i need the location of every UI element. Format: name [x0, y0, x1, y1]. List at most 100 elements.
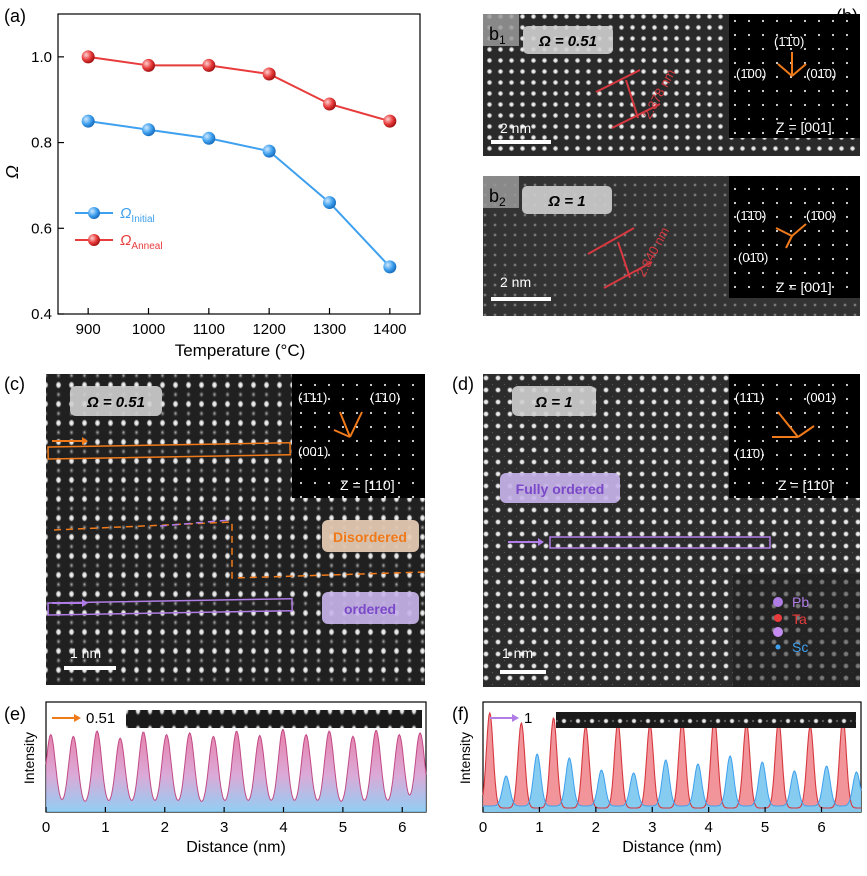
b1-fft-hkl-3: (01̄0)	[806, 66, 836, 81]
chart-f-xtick-label: 0	[479, 819, 487, 836]
chart-e-xtick-label: 5	[339, 819, 347, 836]
c-omega: Ω = 0.51	[86, 394, 145, 411]
b2-fft-hkl-1: (1̄1̄0)	[736, 208, 766, 223]
panel-d: Ω = 1 (11̄1) (001) (11̄0) Z = [110] Full…	[483, 374, 860, 687]
panel-label-c: (c)	[4, 374, 25, 394]
chart-a: 900 1000 1100 1200 1300 1400 0.4 0.6 0.8 1.0 Ω Te…	[2, 13, 421, 360]
chart-f-xtick-label: 5	[761, 819, 769, 836]
c-zone: Z = [110]	[340, 477, 395, 493]
c-disordered-box	[322, 520, 419, 552]
d-scale-label: 1 nm	[502, 645, 533, 661]
c-fft-arrows	[333, 411, 363, 438]
chart-a-ylabel: Ω	[2, 165, 22, 179]
d-fft-hkl-3: (11̄0)	[735, 446, 764, 461]
chart-e-area	[45, 728, 427, 812]
d-legend-pb: Pb	[792, 594, 809, 610]
b1-label: b1	[489, 24, 506, 47]
chart-a-xtick-label: 1100	[193, 321, 225, 338]
d-legend-pb-dot	[773, 597, 783, 607]
d-legend-inset	[733, 574, 860, 687]
series-initial-point	[202, 131, 216, 145]
series-initial-point	[142, 123, 155, 137]
b2-fft-hkl-2: (1̄00)	[806, 208, 836, 223]
b2-fft-arrows	[775, 223, 807, 249]
chart-e-xtick-label: 0	[42, 819, 50, 836]
c-fft-hkl-3: (001)	[298, 444, 328, 459]
c-fft-inset	[292, 374, 425, 498]
b1-fft-hkl-1: (1̄1̄0)	[774, 34, 804, 49]
c-purple-profile-box	[47, 597, 293, 616]
chart-f-xtick-label: 2	[592, 819, 600, 836]
chart-a-xtick-label: 900	[76, 321, 101, 338]
d-purple-profile-box	[508, 536, 771, 549]
series-initial-point	[262, 144, 276, 158]
chart-e-xlabel: Distance (nm)	[186, 839, 286, 856]
b1-fft-arrows	[777, 52, 807, 77]
series-anneal-line	[88, 55, 391, 123]
panel-label-e: (e)	[4, 704, 26, 724]
chart-f-xlabel: Distance (nm)	[622, 839, 722, 856]
chart-a-xtick-label: 1000	[132, 321, 165, 338]
chart-a-series	[81, 50, 397, 274]
chart-e-arrowhead	[74, 714, 81, 722]
chart-f-marker: 1	[524, 710, 532, 727]
chart-a-ytick-label: 0.6	[31, 220, 52, 237]
panel-b2: b2 Ω = 1 2.340 nm (1̄1̄0) (1̄00) (01̄0) …	[483, 176, 860, 316]
b2-scale-label: 2 nm	[500, 274, 531, 290]
chart-f-blue-area	[483, 754, 861, 812]
panel-c: Ω = 0.51 (1̄11) (1̄10) (001) Z = [110] D…	[46, 374, 426, 685]
c-orange-profile-box	[47, 437, 291, 460]
chart-a-xlabel: Temperature (°C)	[175, 341, 306, 360]
chart-e-xtick-label: 2	[161, 819, 169, 836]
chart-e-intensity-area	[46, 729, 426, 812]
chart-f-red-area	[483, 713, 861, 812]
series-anneal-point	[323, 97, 336, 111]
chart-a-axes: 900 1000 1100 1200 1300 1400 0.4 0.6 0.8 1.0	[31, 49, 406, 338]
d-fully-ordered-label: Fully ordered	[516, 481, 605, 497]
chart-f-axes: 0 1 2 3 4 5 6	[479, 807, 826, 836]
chart-e-xtick-label: 1	[101, 819, 109, 836]
b2-omega-box	[522, 186, 612, 214]
b1-scale-bar	[491, 140, 551, 144]
chart-a-xtick-label: 1300	[313, 321, 346, 338]
b1-omega-box	[523, 26, 613, 54]
chart-e-intensity-line	[45, 728, 427, 802]
b2-fft-inset	[729, 176, 860, 298]
series-anneal-point	[142, 58, 155, 72]
panel-b1: b1 Ω = 0.51 2.378 nm (1̄1̄0) (1̄00) (01̄…	[483, 14, 860, 156]
b1-spacing-marker	[595, 69, 661, 129]
d-fully-ordered-box	[500, 473, 620, 503]
series-initial-point	[383, 260, 397, 274]
d-legend-ta-dot	[774, 614, 782, 622]
chart-e-axes: 0 1 2 3 4 5 6	[42, 807, 406, 836]
b2-omega: Ω = 1	[547, 193, 585, 210]
b2-scale-bar	[491, 297, 551, 301]
c-ordered-box	[322, 592, 419, 624]
legend-initial-marker	[88, 207, 100, 219]
chart-f-xtick-label: 6	[817, 819, 825, 836]
series-initial-point	[323, 196, 336, 210]
chart-e-marker: 0.51	[86, 710, 115, 727]
chart-a-ytick-label: 0.8	[31, 135, 52, 152]
chart-e: 0 1 2 3 4 5 6 0.51 Intensity Distance (nm)	[21, 701, 427, 856]
b2-fft-hkl-3: (01̄0)	[738, 250, 768, 265]
c-fft-hkl-1: (1̄11)	[298, 390, 327, 405]
d-zone: Z = [110]	[778, 477, 833, 493]
chart-f-arrowhead	[512, 714, 519, 722]
series-initial-line	[88, 120, 391, 268]
panel-label-f: (f)	[452, 704, 469, 724]
d-scale-bar	[500, 670, 546, 674]
legend-anneal-marker	[88, 234, 100, 246]
c-omega-box	[70, 386, 162, 416]
chart-f-red-line	[482, 711, 861, 809]
series-initial-point	[81, 114, 95, 128]
d-fft-hkl-1: (11̄1)	[735, 390, 764, 405]
chart-f-area	[482, 711, 862, 812]
chart-a-ytick-label: 1.0	[31, 49, 52, 66]
c-boundary-orange	[53, 521, 426, 579]
chart-f-xtick-label: 4	[704, 819, 712, 836]
series-anneal-point	[383, 114, 397, 128]
chart-e-xtick-label: 4	[279, 819, 287, 836]
d-legend-sc: Sc	[792, 639, 808, 655]
